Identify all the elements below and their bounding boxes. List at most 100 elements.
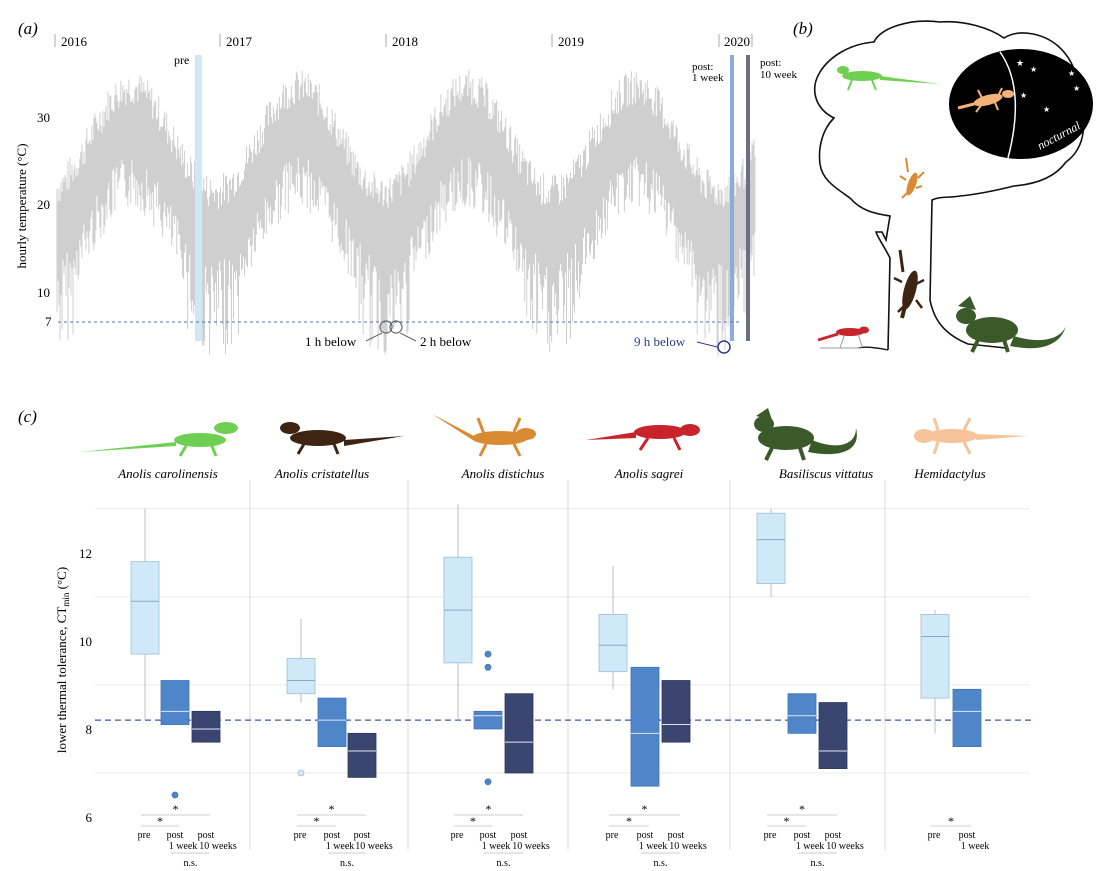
species-name-hemidactylus: Hemidactylus [913,466,985,481]
x-label-post: post [825,830,842,841]
box-pre [130,508,160,721]
panel-c-boxes [95,504,1032,799]
y-tick-label: 6 [86,810,93,825]
green-anole-icon [837,66,940,91]
post-1-week-marker [730,55,734,341]
y-tick-label: 8 [86,722,93,737]
x-label-pre: pre [764,830,777,841]
significance-pre-vs-post1: * [784,814,790,828]
box-post-1-week [160,680,190,799]
box-pre [920,610,950,734]
year-label-2017: 2017 [226,34,253,49]
x-label-1-week: 1 week [639,841,668,852]
year-axis: 2016 2017 2018 2019 2020 [54,34,753,49]
panel-c-grid [95,480,1030,850]
panel-a-label: (a) [18,19,38,38]
basiliscus-vittatus-icon [754,408,857,461]
star-icon: ★ [1030,65,1037,74]
x-label-1-week: 1 week [796,841,825,852]
species-name-anolis-cristatellus: Anolis cristatellus [274,466,369,481]
below-9-hours: 9 h below [634,334,686,349]
significance-pre-vs-post1: * [626,814,632,828]
y-tick-label: 12 [79,546,92,561]
post-10-weeks-marker [746,55,750,341]
year-label-2019: 2019 [558,34,584,49]
outlier-point [297,769,305,777]
panel-a-y-axis-label: hourly temperature (°C) [14,143,29,268]
significance-pre-vs-post1: * [470,814,476,828]
x-label-post: post [637,830,654,841]
significance-pre-vs-post1: * [948,814,954,828]
year-label-2018: 2018 [392,34,418,49]
box-post-1-week [952,688,982,747]
significance-post1-vs-post10: n.s. [184,858,198,869]
x-label-pre: pre [451,830,464,841]
panel-c-y-ticks: 6 8 10 12 [79,546,93,825]
star-icon: ★ [1043,105,1050,114]
night-sky [949,49,1093,159]
significance-pre-vs-post10: * [329,802,335,816]
below-circle-2 [389,320,403,334]
panel-b: (b) ★ ★ ★ ★ ★ ★ nocturnal [793,19,1093,353]
post-10-weeks-label-line1: post: [760,57,781,69]
hemidactylus-icon [914,417,1028,455]
anolis-cristatellus-icon [280,422,404,455]
panel-a: (a) 2016 2017 2018 2019 2020 pre post: 1… [14,19,797,357]
box-pre [443,504,473,721]
x-label-post: post [480,830,497,841]
star-icon: ★ [1016,58,1024,68]
tree-outline [813,20,1085,351]
x-label-1-week: 1 week [482,841,511,852]
x-label-1-week: 1 week [169,841,198,852]
below-2-hours: 2 h below [420,334,472,349]
significance-post1-vs-post10: n.s. [811,858,825,869]
post-1-week-label-line1: post: [692,61,713,73]
significance-post1-vs-post10: n.s. [340,858,354,869]
species-name-anolis-sagrei: Anolis sagrei [614,466,684,481]
box-pre [286,618,316,777]
box-pre [756,508,786,597]
x-label-pre: pre [138,830,151,841]
box-post-10-weeks [661,680,691,743]
y-tick-10: 10 [37,285,50,300]
species-name-anolis-distichus: Anolis distichus [461,466,545,481]
brown-anole-icon [893,249,925,319]
box-post-10-weeks [347,732,377,778]
x-label-post: post [198,830,215,841]
x-label-post: post [959,830,976,841]
panel-c-label: (c) [18,407,37,426]
box-post-1-week [473,650,503,786]
star-icon: ★ [1020,91,1027,100]
panel-c-y-axis-label: lower thermal tolerance, CTmin (°C) [54,567,71,753]
outlier-point [484,663,492,671]
below-circle-3 [717,340,731,354]
x-label-10-weeks: 10 weeks [512,841,550,852]
significance-post1-vs-post10: n.s. [654,858,668,869]
species-name-anolis-carolinensis: Anolis carolinensis [117,466,218,481]
x-label-10-weeks: 10 weeks [355,841,393,852]
pre-label: pre [174,53,189,67]
x-label-post: post [668,830,685,841]
significance-pre-vs-post1: * [157,814,163,828]
year-label-2016: 2016 [61,34,88,49]
star-icon: ★ [1073,84,1080,93]
post-1-week-label-line2: 1 week [692,72,724,84]
box-pre [598,566,628,690]
panel-c: (c) [18,407,1032,869]
orange-anole-icon [899,157,925,199]
basilisk-icon [956,296,1066,353]
star-icon: ★ [1068,69,1075,78]
significance-pre-vs-post10: * [486,802,492,816]
box-post-10-weeks [191,710,221,743]
red-anole-icon [817,326,869,349]
below-circle-1 [379,320,393,334]
significance-pre-vs-post10: * [642,802,648,816]
anolis-sagrei-icon [586,424,700,451]
post-10-weeks-label-line2: 10 week [760,69,797,81]
tan-gecko-icon [957,87,1014,113]
